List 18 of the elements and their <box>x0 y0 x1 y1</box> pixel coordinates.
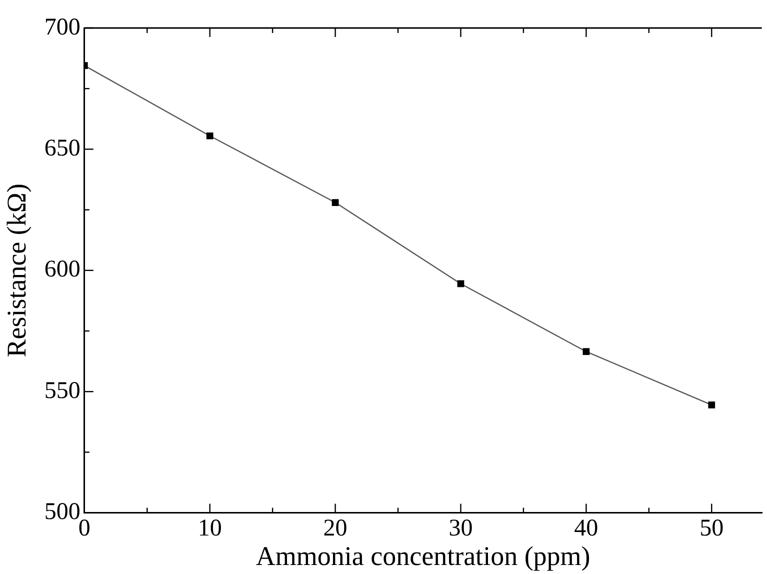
point <box>457 280 464 288</box>
x-tick-label: 30 <box>448 515 473 542</box>
x-tick-label: 20 <box>323 515 348 542</box>
x-tick-label: 50 <box>700 515 724 542</box>
y-tick-label: 700 <box>44 14 80 40</box>
x-axis-title: Ammonia concentration (ppm) <box>256 540 590 571</box>
point <box>206 132 214 140</box>
y-tick-label: 600 <box>44 256 80 283</box>
x-tick-label: 40 <box>574 515 598 542</box>
y-tick-label: 500 <box>44 499 80 526</box>
y-tick-label: 650 <box>44 135 80 162</box>
y-axis-title: Resistance (kΩ) <box>1 184 32 358</box>
x-tick-label: 0 <box>78 515 90 542</box>
point <box>708 402 716 408</box>
y-tick-label: 550 <box>44 378 80 404</box>
point <box>332 199 339 206</box>
x-tick-label: 10 <box>198 515 222 542</box>
point <box>582 348 590 356</box>
